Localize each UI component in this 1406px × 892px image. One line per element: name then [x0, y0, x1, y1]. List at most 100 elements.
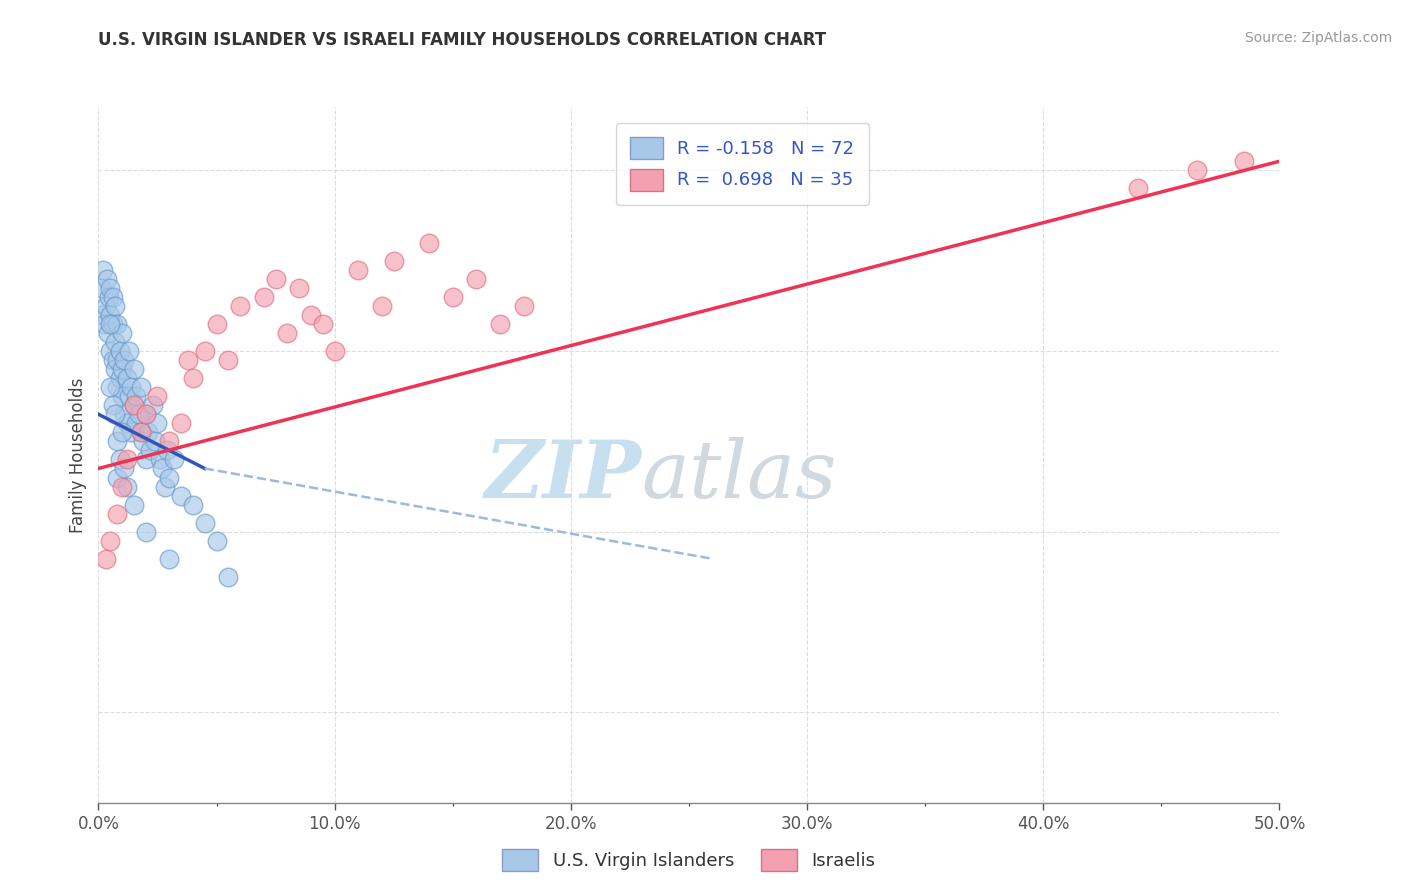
Point: [181, 498, 204, 512]
Point: [101, 290, 124, 304]
Point: [112, 353, 135, 368]
Point: [157, 470, 180, 484]
Point: [157, 551, 180, 566]
Point: [98, 281, 121, 295]
Point: [94, 551, 117, 566]
Point: [1126, 181, 1149, 195]
Text: ZIP: ZIP: [485, 437, 641, 515]
Point: [489, 317, 512, 331]
Point: [312, 317, 335, 331]
Point: [104, 407, 127, 421]
Point: [96, 271, 118, 285]
Point: [132, 434, 155, 449]
Point: [115, 479, 138, 493]
Point: [105, 507, 128, 521]
Point: [91, 308, 114, 322]
Point: [97, 326, 120, 340]
Point: [129, 425, 152, 440]
Point: [150, 461, 173, 475]
Point: [229, 299, 252, 313]
Point: [105, 380, 128, 394]
Point: [371, 299, 394, 313]
Point: [194, 344, 217, 359]
Point: [264, 271, 287, 285]
Point: [112, 407, 135, 421]
Point: [115, 417, 138, 431]
Point: [118, 389, 141, 403]
Point: [104, 362, 127, 376]
Point: [101, 353, 124, 368]
Point: [112, 461, 135, 475]
Point: [418, 235, 440, 250]
Point: [98, 344, 121, 359]
Legend: R = -0.158   N = 72, R =  0.698   N = 35: R = -0.158 N = 72, R = 0.698 N = 35: [616, 123, 869, 205]
Point: [163, 452, 186, 467]
Point: [129, 425, 152, 440]
Point: [1233, 154, 1256, 169]
Point: [93, 317, 115, 331]
Point: [181, 371, 204, 385]
Point: [94, 299, 117, 313]
Point: [98, 317, 121, 331]
Point: [101, 317, 124, 331]
Point: [111, 362, 134, 376]
Point: [118, 344, 141, 359]
Point: [98, 290, 121, 304]
Point: [101, 398, 124, 412]
Point: [135, 452, 157, 467]
Point: [205, 317, 228, 331]
Point: [276, 326, 298, 340]
Point: [121, 425, 143, 440]
Point: [111, 479, 134, 493]
Point: [299, 308, 322, 322]
Legend: U.S. Virgin Islanders, Israelis: U.S. Virgin Islanders, Israelis: [495, 842, 883, 879]
Point: [90, 281, 112, 295]
Point: [91, 262, 114, 277]
Point: [194, 516, 217, 530]
Point: [323, 344, 346, 359]
Text: atlas: atlas: [641, 437, 837, 515]
Point: [512, 299, 534, 313]
Text: U.S. VIRGIN ISLANDER VS ISRAELI FAMILY HOUSEHOLDS CORRELATION CHART: U.S. VIRGIN ISLANDER VS ISRAELI FAMILY H…: [98, 31, 827, 49]
Point: [121, 380, 143, 394]
Point: [142, 398, 165, 412]
Point: [288, 281, 311, 295]
Point: [108, 452, 131, 467]
Point: [122, 498, 145, 512]
Point: [111, 326, 134, 340]
Point: [98, 533, 121, 548]
Point: [465, 271, 488, 285]
Point: [122, 398, 145, 412]
Point: [205, 533, 228, 548]
Point: [135, 407, 157, 421]
Point: [98, 380, 121, 394]
Point: [1185, 163, 1208, 178]
Point: [217, 570, 239, 584]
Point: [143, 434, 166, 449]
Point: [111, 389, 134, 403]
Point: [153, 479, 176, 493]
Point: [111, 425, 134, 440]
Point: [104, 334, 127, 349]
Point: [104, 299, 127, 313]
Point: [98, 308, 121, 322]
Point: [115, 371, 138, 385]
Point: [105, 470, 128, 484]
Point: [125, 389, 148, 403]
Point: [157, 434, 180, 449]
Point: [156, 443, 179, 458]
Point: [146, 389, 169, 403]
Point: [382, 253, 405, 268]
Point: [139, 443, 162, 458]
Point: [170, 489, 193, 503]
Point: [115, 452, 138, 467]
Point: [135, 524, 157, 539]
Point: [105, 434, 128, 449]
Point: [129, 380, 152, 394]
Point: [125, 417, 148, 431]
Point: [177, 353, 200, 368]
Point: [122, 362, 145, 376]
Point: [108, 344, 131, 359]
Point: [217, 353, 239, 368]
Point: [441, 290, 464, 304]
